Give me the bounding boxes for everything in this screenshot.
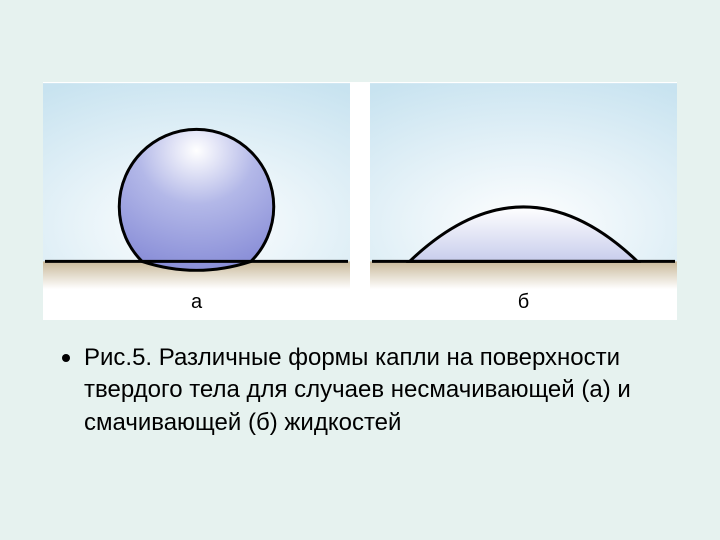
panel-label-b: б xyxy=(518,291,529,314)
droplet-wetting-svg xyxy=(370,82,677,320)
caption-text: Рис.5. Различные формы капли на поверхно… xyxy=(84,342,662,439)
panel-non-wetting: а xyxy=(43,82,350,320)
panel-label-a: а xyxy=(191,291,202,314)
droplet-non-wetting xyxy=(119,129,273,270)
panel-wetting: б xyxy=(370,82,677,320)
droplet-non-wetting-svg xyxy=(43,82,350,320)
figure-caption: Рис.5. Различные формы капли на поверхно… xyxy=(62,342,662,439)
figure-container: а xyxy=(43,82,677,320)
bullet-icon xyxy=(62,354,70,362)
